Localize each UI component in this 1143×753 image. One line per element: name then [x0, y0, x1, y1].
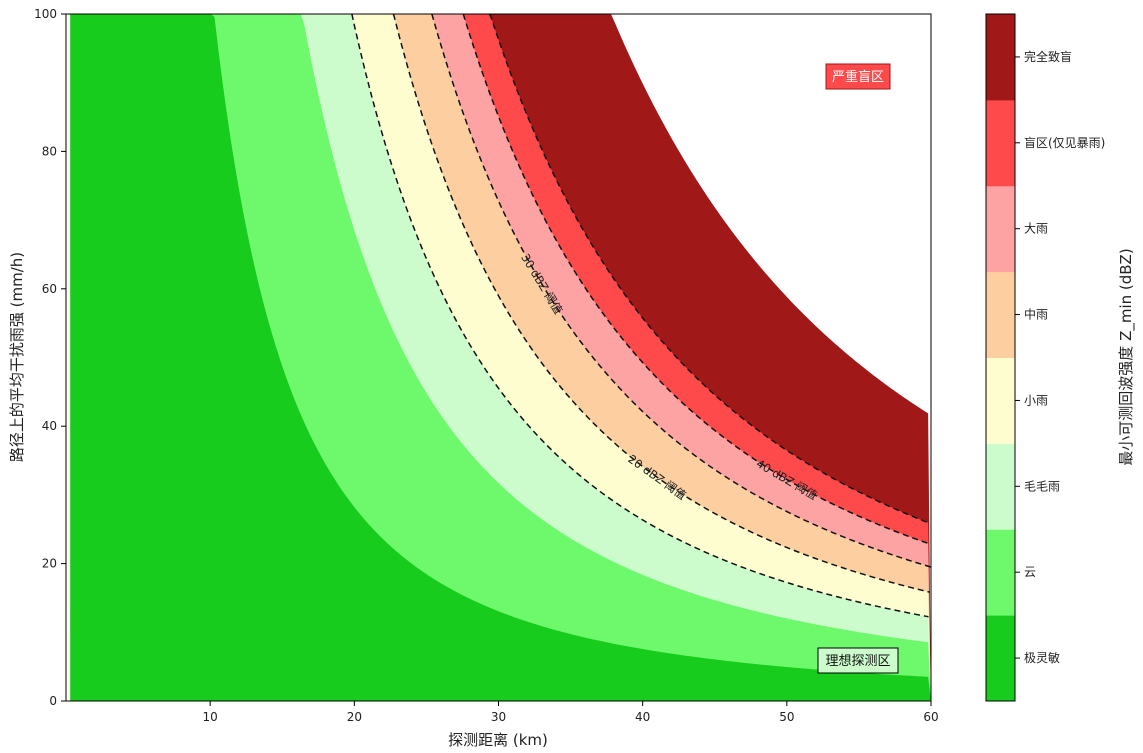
- x-tick-label: 30: [491, 710, 506, 724]
- x-axis-label: 探测距离 (km): [448, 731, 548, 749]
- y-tick-label: 80: [42, 144, 57, 158]
- y-tick-label: 100: [34, 7, 57, 21]
- annotation-ideal-zone: 理想探测区: [817, 647, 899, 674]
- colorbar-label: 最小可测回波强度 Z_min (dBZ): [1117, 248, 1136, 465]
- colorbar-tick-label: 大雨: [1024, 222, 1048, 236]
- colorbar-tick-label: 毛毛雨: [1024, 479, 1060, 493]
- colorbar-segment: [986, 443, 1015, 530]
- colorbar-segment: [986, 615, 1015, 702]
- colorbar-segment: [986, 14, 1015, 101]
- colorbar: 极灵敏 云 毛毛雨 小雨 中雨 大雨 盲区(仅见暴雨) 完全致盲: [985, 13, 1105, 702]
- contour-band: [70, 14, 931, 701]
- y-tick-label: 0: [49, 694, 57, 708]
- y-axis: 0 20 40 60 80 100: [34, 7, 66, 708]
- colorbar-tick-label: 中雨: [1024, 307, 1048, 322]
- x-axis: 10 20 30 40 50 60: [203, 701, 939, 724]
- colorbar-tick-label: 极灵敏: [1024, 650, 1060, 665]
- colorbar-segment: [986, 99, 1015, 187]
- annotation-severe-blind: 严重盲区: [825, 63, 891, 90]
- colorbar-tick-label: 完全致盲: [1024, 49, 1072, 64]
- x-tick-label: 40: [635, 710, 650, 724]
- colorbar-segment: [986, 271, 1015, 358]
- threshold-line: [489, 13, 929, 524]
- colorbar-frame: [985, 13, 1016, 702]
- colorbar-tick-label: 盲区(仅见暴雨): [1024, 135, 1105, 150]
- x-tick-label: 10: [203, 710, 218, 724]
- colorbar-segment: [986, 185, 1015, 273]
- colorbar-segment: [986, 529, 1015, 616]
- annotation-severe-blind-text: 严重盲区: [832, 69, 884, 85]
- y-axis-label: 路径上的平均干扰雨强 (mm/h): [8, 252, 26, 462]
- colorbar-tick-label: 小雨: [1024, 393, 1048, 407]
- threshold-line: [392, 13, 931, 593]
- y-tick-label: 40: [42, 419, 57, 433]
- x-tick-label: 20: [347, 710, 362, 724]
- y-tick-label: 60: [42, 282, 57, 296]
- threshold-lines: [351, 13, 931, 618]
- x-tick-label: 60: [923, 710, 938, 724]
- colorbar-tick-label: 云: [1024, 565, 1036, 579]
- colorbar-segment: [986, 357, 1015, 444]
- contour-bands: [66, 14, 931, 701]
- x-tick-label: 50: [779, 710, 794, 724]
- annotation-ideal-zone-text: 理想探测区: [825, 653, 890, 669]
- y-tick-label: 20: [42, 557, 57, 571]
- threshold-line: [462, 13, 931, 545]
